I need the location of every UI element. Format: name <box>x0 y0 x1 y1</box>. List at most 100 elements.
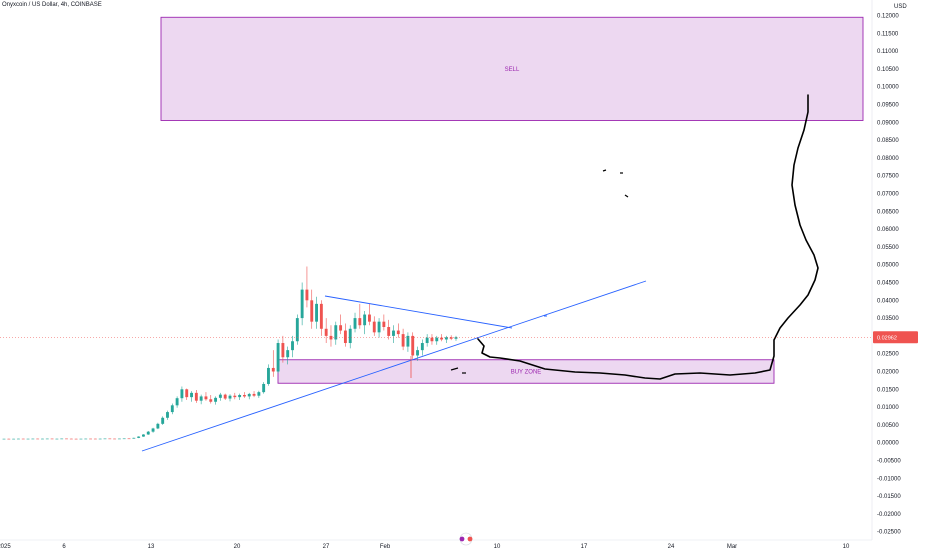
y-tick-label: 0.03500 <box>877 316 899 322</box>
y-tick-label: 0.08500 <box>877 138 899 144</box>
zone-label: SELL <box>505 67 520 73</box>
candle <box>45 438 49 440</box>
candle <box>113 438 117 440</box>
y-tick-label: 0.04500 <box>877 281 899 287</box>
y-tick-label: 0.01500 <box>877 387 899 393</box>
candle <box>406 332 410 352</box>
y-tick-label: 0.09500 <box>877 103 899 109</box>
candle <box>89 438 92 440</box>
candle <box>127 438 131 440</box>
candle <box>440 334 444 342</box>
candle <box>324 318 328 344</box>
x-tick-label: 24 <box>668 544 675 550</box>
candle <box>382 314 386 331</box>
y-tick-label: 0.12000 <box>877 14 899 20</box>
candle <box>430 334 434 345</box>
candle <box>65 438 68 440</box>
candle <box>190 391 193 402</box>
y-tick-label: 0.02500 <box>877 352 899 358</box>
candle <box>142 434 145 437</box>
replay-button[interactable] <box>459 532 473 546</box>
candle <box>329 325 333 347</box>
zone-label: BUY ZONE <box>511 370 542 376</box>
candle <box>137 436 141 439</box>
candle <box>7 438 11 440</box>
candle <box>348 325 352 349</box>
y-tick-label: -0.01000 <box>877 476 901 482</box>
candles-layer <box>2 266 458 440</box>
candle <box>247 392 251 400</box>
candle <box>122 438 126 440</box>
current-price-tag: 0.02962 <box>0 331 918 344</box>
x-tick-label: 6 <box>62 544 66 550</box>
candle <box>151 427 155 433</box>
support-trendline[interactable] <box>141 280 647 452</box>
y-tick-label: 0.06000 <box>877 227 899 233</box>
candle <box>339 314 343 335</box>
candle <box>166 410 169 420</box>
candle <box>79 438 83 440</box>
candle <box>199 394 203 405</box>
candle <box>41 438 44 440</box>
x-tick-label: 27 <box>323 544 330 550</box>
freehand-drawing[interactable] <box>450 94 819 380</box>
y-tick-label: -0.02000 <box>877 512 901 518</box>
candle <box>242 392 246 398</box>
x-tick-label: 2025 <box>0 544 11 550</box>
candle <box>295 314 299 345</box>
y-tick-label: 0.00500 <box>877 423 899 429</box>
y-tick-label: 0.11500 <box>877 31 899 37</box>
x-tick-label: 10 <box>843 544 850 550</box>
candle <box>271 350 275 377</box>
candle <box>286 346 290 365</box>
candle <box>16 438 20 440</box>
candle <box>401 328 405 351</box>
candle <box>449 335 453 341</box>
drawing-mark-3 <box>602 169 607 172</box>
candle <box>132 437 136 439</box>
x-tick-label: 13 <box>148 544 155 550</box>
y-tick-label: 0.11000 <box>877 49 899 55</box>
current-price-badge <box>873 331 918 344</box>
candle <box>84 438 88 440</box>
candle <box>36 438 40 440</box>
candle <box>425 334 429 347</box>
candle <box>252 391 256 398</box>
resistance-trendline[interactable] <box>324 295 513 329</box>
x-tick-label: Mar <box>727 544 737 550</box>
y-tick-label: 0.02000 <box>877 370 899 376</box>
y-tick-label: 0.04000 <box>877 298 899 304</box>
candle <box>2 438 6 440</box>
x-tick-label: Feb <box>380 544 391 550</box>
candle <box>372 316 376 336</box>
axes: USD 0.12000 0.11500 0.11000 0.10500 0.10000 0… <box>0 0 907 550</box>
candle <box>319 300 323 336</box>
candle <box>156 422 160 430</box>
y-tick-label: 0.07000 <box>877 192 899 198</box>
y-tick-label: 0.00000 <box>877 441 899 447</box>
y-tick-label: 0.08000 <box>877 156 899 162</box>
usd-axis-label: USD <box>894 4 907 10</box>
x-tick-label: 20 <box>234 544 241 550</box>
current-price-text: 0.02962 <box>877 335 897 341</box>
zone-sell[interactable] <box>160 16 864 121</box>
drawing-mark-5 <box>624 194 629 198</box>
candle <box>310 289 314 329</box>
candle <box>411 332 415 360</box>
candle <box>276 339 280 374</box>
candle <box>353 312 357 333</box>
candle <box>454 335 458 341</box>
candle <box>358 303 362 329</box>
trendlines <box>141 280 647 452</box>
x-tick-label: 17 <box>581 544 588 550</box>
candle <box>12 438 16 440</box>
drawing-mark-1 <box>450 367 459 371</box>
candle <box>363 310 367 335</box>
candle <box>209 394 213 404</box>
candle <box>343 323 347 347</box>
candle <box>185 388 189 400</box>
projected-path-drawing[interactable] <box>477 94 819 380</box>
candle <box>281 335 285 363</box>
candle <box>315 296 318 329</box>
